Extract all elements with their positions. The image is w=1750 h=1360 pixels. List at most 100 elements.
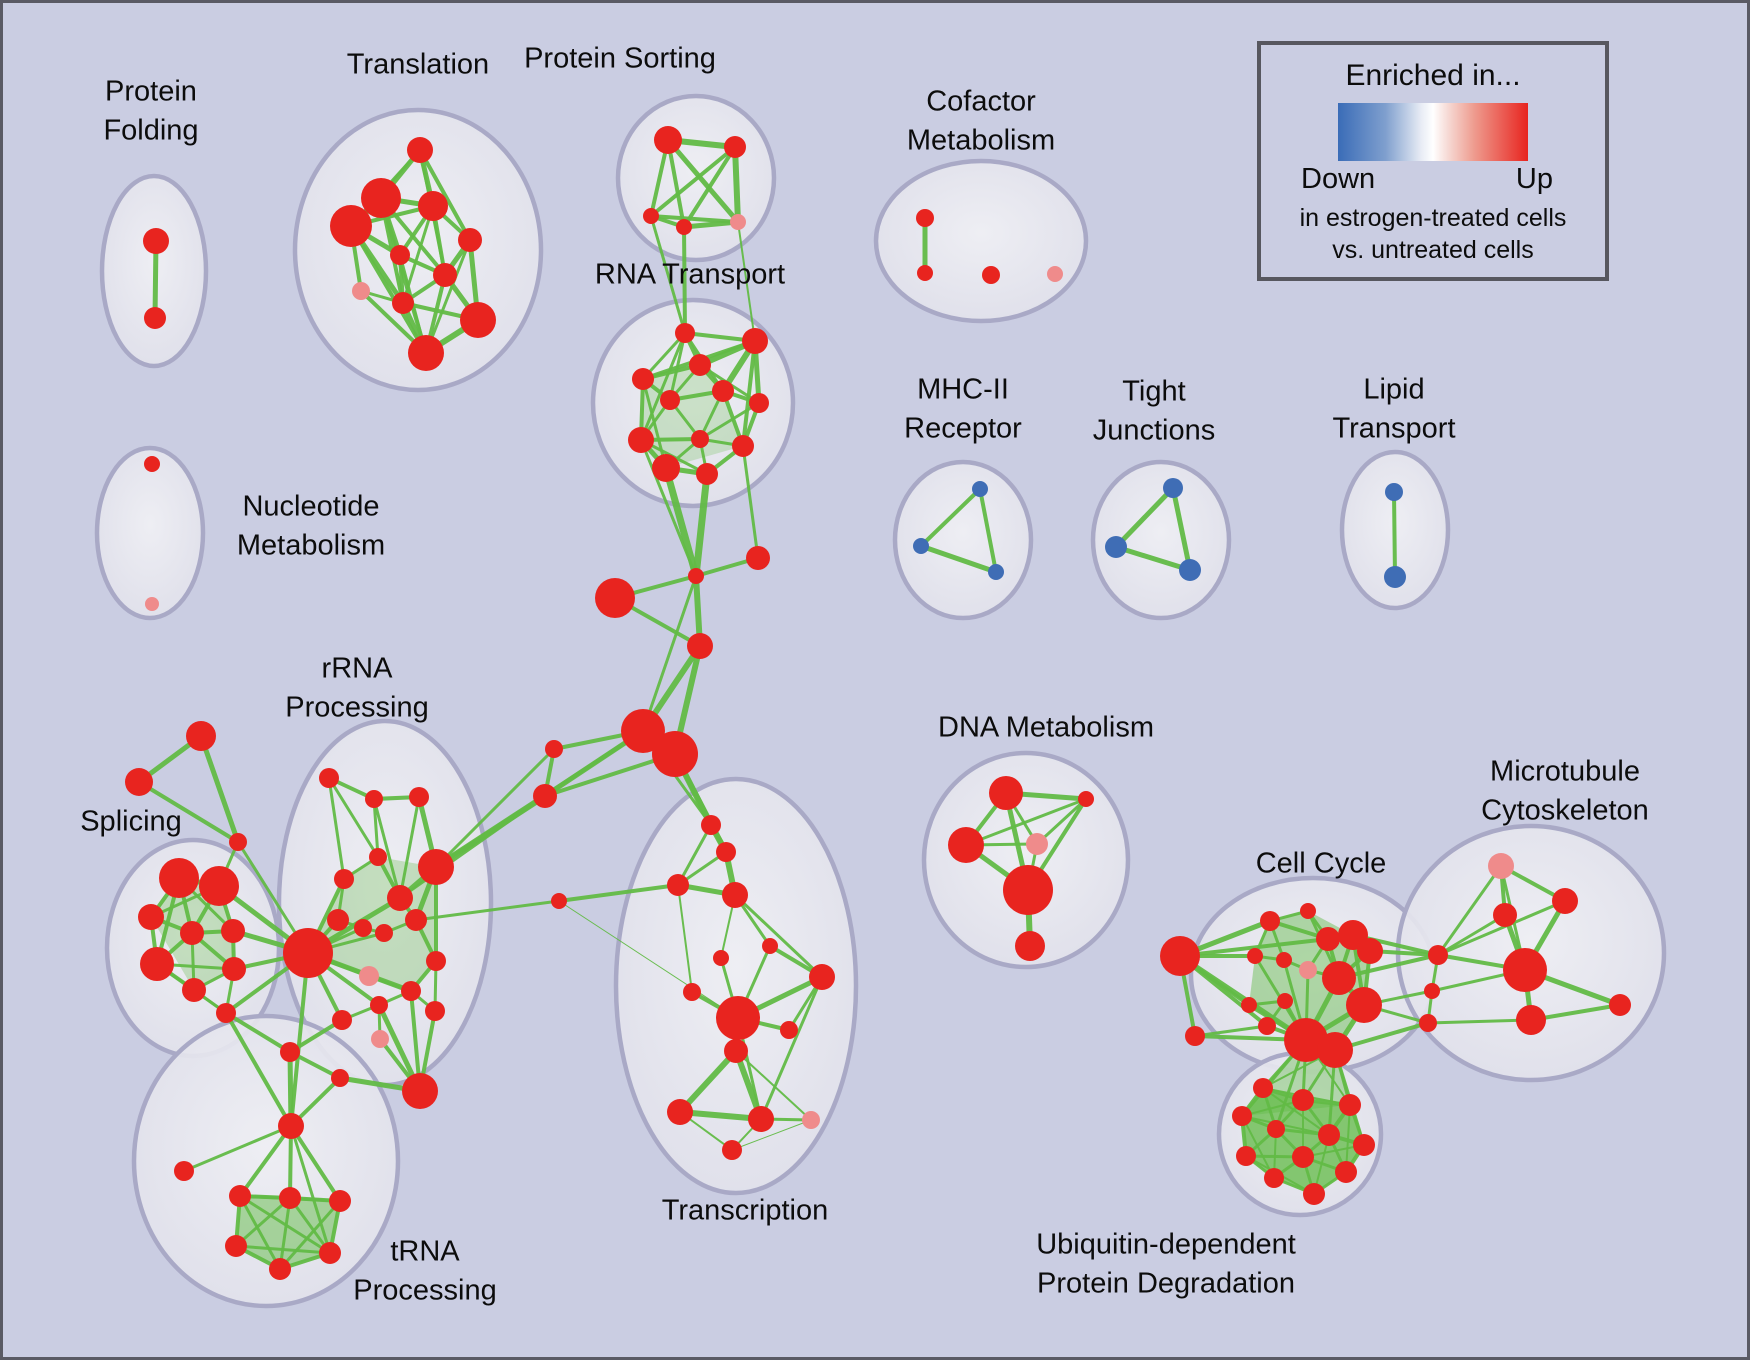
gene-set-node[interactable] (369, 848, 387, 866)
gene-set-node[interactable] (1241, 997, 1257, 1013)
gene-set-node[interactable] (722, 1140, 742, 1160)
gene-set-node[interactable] (1384, 566, 1406, 588)
gene-set-node[interactable] (1424, 983, 1440, 999)
gene-set-node[interactable] (174, 1161, 194, 1181)
gene-set-node[interactable] (742, 328, 768, 354)
gene-set-node[interactable] (780, 1021, 798, 1039)
gene-set-node[interactable] (329, 1190, 351, 1212)
gene-set-node[interactable] (180, 921, 204, 945)
gene-set-node[interactable] (1303, 1183, 1325, 1205)
gene-set-node[interactable] (1264, 1168, 1284, 1188)
gene-set-node[interactable] (802, 1111, 820, 1129)
gene-set-node[interactable] (595, 578, 635, 618)
gene-set-node[interactable] (667, 1099, 693, 1125)
gene-set-node[interactable] (746, 546, 770, 570)
gene-set-node[interactable] (279, 1187, 301, 1209)
gene-set-node[interactable] (551, 893, 567, 909)
gene-set-node[interactable] (1385, 483, 1403, 501)
gene-set-node[interactable] (225, 1235, 247, 1257)
gene-set-node[interactable] (696, 463, 718, 485)
gene-set-node[interactable] (1552, 888, 1578, 914)
gene-set-node[interactable] (632, 368, 654, 390)
gene-set-node[interactable] (159, 858, 199, 898)
gene-set-node[interactable] (689, 354, 711, 376)
gene-set-node[interactable] (407, 137, 433, 163)
gene-set-node[interactable] (330, 205, 372, 247)
gene-set-node[interactable] (144, 307, 166, 329)
gene-set-node[interactable] (375, 924, 393, 942)
gene-set-node[interactable] (125, 768, 153, 796)
gene-set-node[interactable] (972, 481, 988, 497)
gene-set-node[interactable] (1609, 994, 1631, 1016)
gene-set-node[interactable] (319, 768, 339, 788)
gene-set-node[interactable] (392, 292, 414, 314)
gene-set-node[interactable] (280, 1042, 300, 1062)
gene-set-node[interactable] (1277, 993, 1293, 1009)
gene-set-node[interactable] (334, 869, 354, 889)
gene-set-node[interactable] (1276, 952, 1292, 968)
gene-set-node[interactable] (1488, 853, 1514, 879)
gene-set-node[interactable] (652, 731, 698, 777)
gene-set-node[interactable] (221, 919, 245, 943)
gene-set-node[interactable] (1258, 1017, 1276, 1035)
gene-set-node[interactable] (1353, 1134, 1375, 1156)
gene-set-node[interactable] (1357, 938, 1383, 964)
gene-set-node[interactable] (278, 1113, 304, 1139)
gene-set-node[interactable] (1160, 936, 1200, 976)
gene-set-node[interactable] (730, 214, 746, 230)
gene-set-node[interactable] (327, 909, 349, 931)
gene-set-node[interactable] (144, 456, 160, 472)
gene-set-node[interactable] (1292, 1146, 1314, 1168)
gene-set-node[interactable] (332, 1010, 352, 1030)
gene-set-node[interactable] (390, 245, 410, 265)
gene-set-node[interactable] (331, 1069, 349, 1087)
gene-set-node[interactable] (660, 390, 680, 410)
gene-set-node[interactable] (1322, 961, 1356, 995)
gene-set-node[interactable] (1003, 865, 1053, 915)
gene-set-node[interactable] (418, 849, 454, 885)
gene-set-node[interactable] (1428, 945, 1448, 965)
gene-set-node[interactable] (229, 833, 247, 851)
gene-set-node[interactable] (716, 996, 760, 1040)
gene-set-node[interactable] (913, 538, 929, 554)
gene-set-node[interactable] (283, 928, 333, 978)
gene-set-node[interactable] (1247, 948, 1263, 964)
gene-set-node[interactable] (143, 228, 169, 254)
gene-set-node[interactable] (1318, 1124, 1340, 1146)
gene-set-node[interactable] (359, 966, 379, 986)
gene-set-node[interactable] (724, 136, 746, 158)
gene-set-node[interactable] (140, 947, 174, 981)
gene-set-node[interactable] (402, 1073, 438, 1109)
gene-set-node[interactable] (1047, 266, 1063, 282)
gene-set-node[interactable] (1299, 961, 1317, 979)
gene-set-node[interactable] (1300, 903, 1316, 919)
gene-set-node[interactable] (1179, 559, 1201, 581)
gene-set-node[interactable] (199, 866, 239, 906)
gene-set-node[interactable] (145, 597, 159, 611)
gene-set-node[interactable] (1232, 1106, 1252, 1126)
gene-set-node[interactable] (1185, 1026, 1205, 1046)
gene-set-node[interactable] (182, 978, 206, 1002)
gene-set-node[interactable] (409, 787, 429, 807)
gene-set-node[interactable] (433, 263, 457, 287)
gene-set-node[interactable] (917, 265, 933, 281)
gene-set-node[interactable] (652, 454, 680, 482)
gene-set-node[interactable] (982, 266, 1000, 284)
gene-set-node[interactable] (533, 784, 557, 808)
gene-set-node[interactable] (691, 430, 709, 448)
gene-set-node[interactable] (387, 885, 413, 911)
gene-set-node[interactable] (1516, 1005, 1546, 1035)
gene-set-node[interactable] (716, 842, 736, 862)
gene-set-node[interactable] (1015, 931, 1045, 961)
gene-set-node[interactable] (676, 219, 692, 235)
gene-set-node[interactable] (748, 1106, 774, 1132)
gene-set-node[interactable] (352, 282, 370, 300)
gene-set-node[interactable] (354, 919, 372, 937)
gene-set-node[interactable] (460, 302, 496, 338)
gene-set-node[interactable] (621, 709, 665, 753)
gene-set-node[interactable] (401, 981, 421, 1001)
gene-set-node[interactable] (371, 1030, 389, 1048)
gene-set-node[interactable] (916, 209, 934, 227)
gene-set-node[interactable] (687, 633, 713, 659)
gene-set-node[interactable] (545, 740, 563, 758)
